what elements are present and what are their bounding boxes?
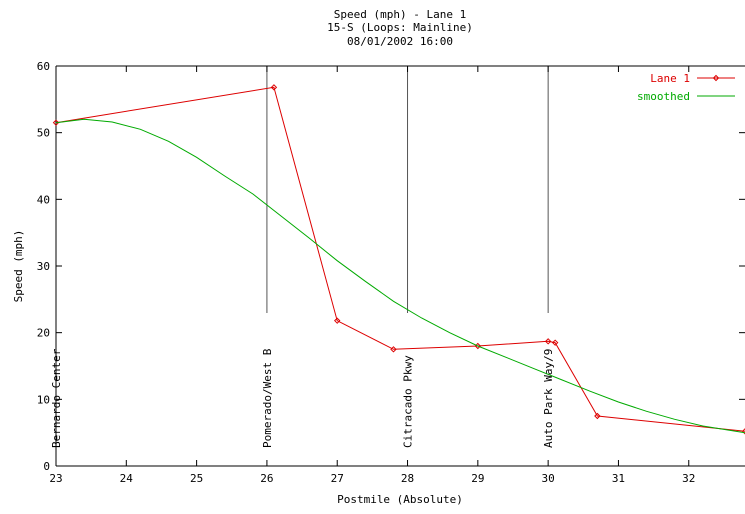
x-tick-label: 28 — [401, 472, 414, 485]
legend: Lane 1 smoothed — [637, 72, 735, 103]
chart-title: Speed (mph) - Lane 1 — [334, 8, 466, 21]
x-tick-label: 27 — [331, 472, 344, 485]
data-point-lane-1 — [544, 338, 552, 345]
y-axis-label: Speed (mph) — [12, 230, 25, 303]
y-tick-label: 20 — [37, 327, 50, 340]
x-tick-label: 23 — [49, 472, 62, 485]
data-point-lane-1 — [551, 339, 559, 346]
legend-marker-lane-1 — [712, 74, 720, 82]
x-tick-label: 25 — [190, 472, 203, 485]
x-tick-label: 29 — [471, 472, 484, 485]
data-point-lane-1 — [270, 84, 278, 91]
station-label-citracado-pkwy: Citracado Pkwy — [402, 355, 415, 448]
data-point-lane-1 — [741, 428, 745, 435]
y-tick-label: 50 — [37, 127, 50, 140]
y-tick-label: 30 — [37, 260, 50, 273]
chart-subtitle: 15-S (Loops: Mainline) — [327, 21, 473, 34]
y-tick-label: 60 — [37, 60, 50, 73]
x-axis-label: Postmile (Absolute) — [337, 493, 463, 506]
x-tick-label: 32 — [682, 472, 695, 485]
series — [52, 84, 745, 435]
y-tick-label: 10 — [37, 393, 50, 406]
data-point-lane-1 — [52, 119, 60, 126]
legend-label-smoothed: smoothed — [637, 90, 690, 103]
chart-datetime: 08/01/2002 16:00 — [347, 35, 453, 48]
x-tick-label: 24 — [120, 472, 134, 485]
data-point-lane-1 — [594, 412, 601, 420]
y-tick-label: 40 — [37, 193, 50, 206]
x-tick-label: 31 — [612, 472, 625, 485]
series-line-smoothed — [55, 118, 745, 434]
y-tick-label: 0 — [43, 460, 50, 473]
axes: 0 10 20 30 40 50 60 23 24 25 26 27 28 29 30 31 32 — [37, 60, 745, 485]
station-label-pomerado-west-b: Pomerado/West B — [261, 348, 274, 448]
x-tick-label: 26 — [260, 472, 273, 485]
data-point-lane-1 — [390, 346, 397, 353]
station-label-auto-park-way-9: Auto Park Way/9 — [542, 349, 555, 448]
x-tick-label: 30 — [542, 472, 555, 485]
legend-label-lane-1: Lane 1 — [650, 72, 690, 85]
data-point-lane-1 — [334, 317, 341, 324]
